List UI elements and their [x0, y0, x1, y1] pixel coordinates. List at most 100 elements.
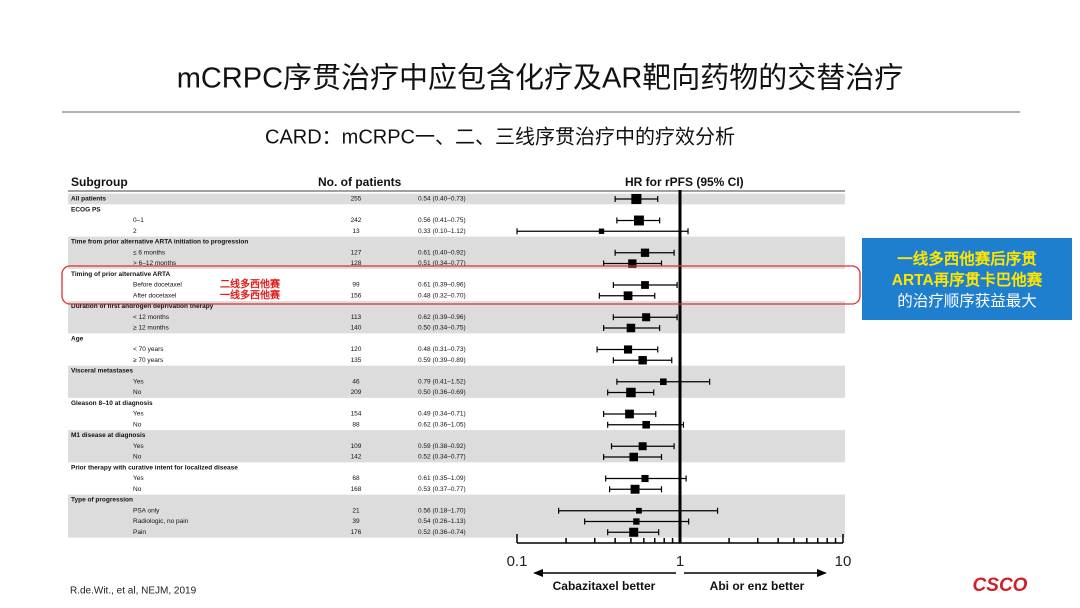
patient-count: 13	[352, 228, 360, 235]
hr-label: 0.56 (0.18–1.70)	[418, 507, 466, 514]
column-header: No. of patients	[318, 175, 402, 189]
row-label: Duration of first androgen deprivation t…	[71, 303, 214, 310]
row-label: Prior therapy with curative intent for l…	[71, 464, 238, 471]
column-header: HR for rPFS (95% CI)	[625, 175, 744, 189]
hr-marker	[640, 248, 650, 257]
row-label: ≤ 6 months	[133, 249, 166, 256]
arrow-head	[817, 569, 827, 577]
row-label: No	[133, 454, 142, 461]
group-band	[68, 301, 845, 334]
hr-label: 0.59 (0.38–0.92)	[418, 443, 466, 450]
patient-count: 242	[351, 217, 362, 224]
row-label: Time from prior alternative ARTA initiat…	[71, 239, 248, 246]
arrow-head	[533, 569, 543, 577]
callout-line: 的治疗顺序获益最大	[897, 292, 1037, 310]
hr-label: 0.61 (0.39–0.96)	[418, 282, 466, 289]
hr-label: 0.59 (0.39–0.89)	[418, 357, 466, 364]
hr-marker	[641, 281, 649, 289]
row-label: Pain	[133, 529, 146, 536]
hr-label: 0.52 (0.34–0.77)	[418, 454, 466, 461]
hr-label: 0.61 (0.40–0.92)	[418, 249, 466, 256]
row-label: Before docetaxel	[133, 282, 182, 289]
row-label: Yes	[133, 411, 144, 418]
hr-label: 0.51 (0.34–0.77)	[418, 260, 466, 267]
callout-line: 一线多西他赛后序贯	[897, 249, 1037, 268]
callout-box	[862, 238, 1072, 320]
annotation: 二线多西他赛	[220, 278, 281, 291]
hr-label: 0.53 (0.37–0.77)	[418, 486, 466, 493]
hr-marker	[641, 474, 649, 483]
slide-title: mCRPC序贯治疗中应包含化疗及AR靶向药物的交替治疗	[177, 62, 904, 95]
patient-count: 127	[351, 249, 362, 256]
row-label: Radiologic, no pain	[133, 518, 189, 525]
patient-count: 46	[352, 378, 360, 385]
hr-label: 0.50 (0.34–0.75)	[418, 325, 466, 332]
hr-marker	[633, 518, 640, 525]
patient-count: 128	[351, 260, 362, 267]
group-band	[68, 365, 845, 398]
patient-count: 120	[351, 346, 362, 353]
row-label: Visceral metastases	[71, 368, 133, 375]
group-band	[68, 494, 845, 538]
slide-subtitle: CARD：mCRPC一、二、三线序贯治疗中的疗效分析	[265, 125, 735, 148]
hr-label: 0.48 (0.31–0.73)	[418, 346, 466, 353]
row-label: No	[133, 421, 142, 428]
hr-marker	[636, 507, 642, 514]
row-label: Age	[71, 335, 84, 342]
patient-count: 113	[351, 314, 362, 321]
row-label: After docetaxel	[133, 292, 177, 299]
logo: CSCO	[973, 575, 1028, 596]
hr-label: 0.54 (0.40–0.73)	[418, 196, 466, 203]
hr-label: 0.54 (0.26–1.13)	[418, 518, 466, 525]
row-label: Yes	[133, 378, 144, 385]
patient-count: 255	[351, 196, 362, 203]
patient-count: 209	[351, 389, 362, 396]
callout-line: ARTA再序贯卡巴他赛	[892, 270, 1043, 289]
hr-marker	[638, 442, 647, 451]
column-header: Subgroup	[71, 175, 128, 189]
patient-count: 140	[351, 325, 362, 332]
hr-marker	[623, 345, 633, 354]
x-tick-label: 0.1	[507, 553, 528, 570]
hr-marker	[633, 215, 644, 226]
row-label: Gleason 8–10 at diagnosis	[71, 400, 153, 407]
row-label: < 12 months	[133, 314, 170, 321]
hr-label: 0.62 (0.36–1.05)	[418, 421, 466, 428]
hr-label: 0.52 (0.36–0.74)	[418, 529, 466, 536]
patient-count: 88	[352, 421, 360, 428]
patient-count: 109	[351, 443, 362, 450]
row-label: 0–1	[133, 217, 144, 224]
hr-label: 0.48 (0.32–0.70)	[418, 292, 466, 299]
row-label: PSA only	[133, 507, 160, 514]
patient-count: 154	[351, 411, 362, 418]
row-label: < 70 years	[133, 346, 164, 353]
highlight-box	[61, 265, 861, 305]
patient-count: 99	[352, 282, 360, 289]
row-label: ECOG PS	[71, 206, 101, 213]
hr-marker	[642, 313, 651, 322]
forest-plot: Subgroup No. of patients HR for rPFS (95% …	[68, 175, 851, 593]
hr-marker	[660, 378, 667, 386]
hr-label: 0.56 (0.41–0.75)	[418, 217, 466, 224]
direction-label: Abi or enz better	[710, 579, 805, 593]
patient-count: 39	[352, 518, 360, 525]
row-label: No	[133, 486, 142, 493]
row-label: ≥ 70 years	[133, 357, 164, 364]
row-label: > 6–12 months	[133, 260, 177, 267]
hr-label: 0.50 (0.36–0.69)	[418, 389, 466, 396]
hr-marker	[626, 387, 636, 398]
row-label: Type of progression	[71, 497, 133, 504]
footnote: R.de.Wit., et al, NEJM, 2019	[70, 586, 197, 597]
patient-count: 68	[352, 475, 360, 482]
group-band	[68, 236, 845, 269]
row-label: No	[133, 389, 142, 396]
row-label: M1 disease at diagnosis	[71, 432, 146, 439]
hr-marker	[598, 228, 605, 234]
hr-marker	[642, 420, 650, 429]
hr-label: 0.62 (0.39–0.96)	[418, 314, 466, 321]
hr-marker	[630, 484, 640, 494]
patient-count: 21	[352, 507, 360, 514]
patient-count: 135	[351, 357, 362, 364]
patient-count: 142	[351, 454, 362, 461]
